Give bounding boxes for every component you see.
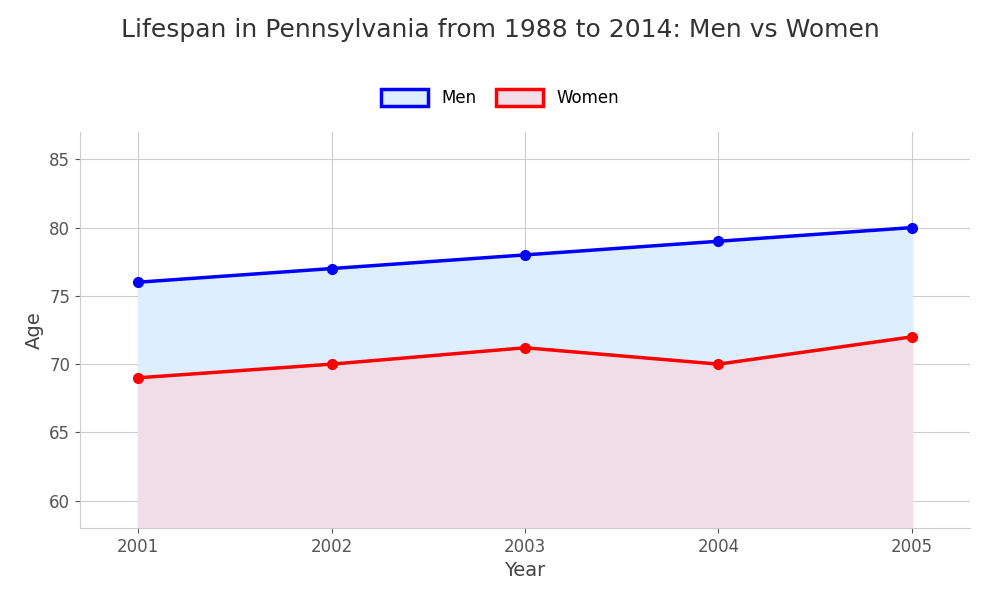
Y-axis label: Age: Age	[25, 311, 44, 349]
Legend: Men, Women: Men, Women	[373, 80, 627, 115]
X-axis label: Year: Year	[504, 561, 546, 580]
Text: Lifespan in Pennsylvania from 1988 to 2014: Men vs Women: Lifespan in Pennsylvania from 1988 to 20…	[121, 18, 879, 42]
